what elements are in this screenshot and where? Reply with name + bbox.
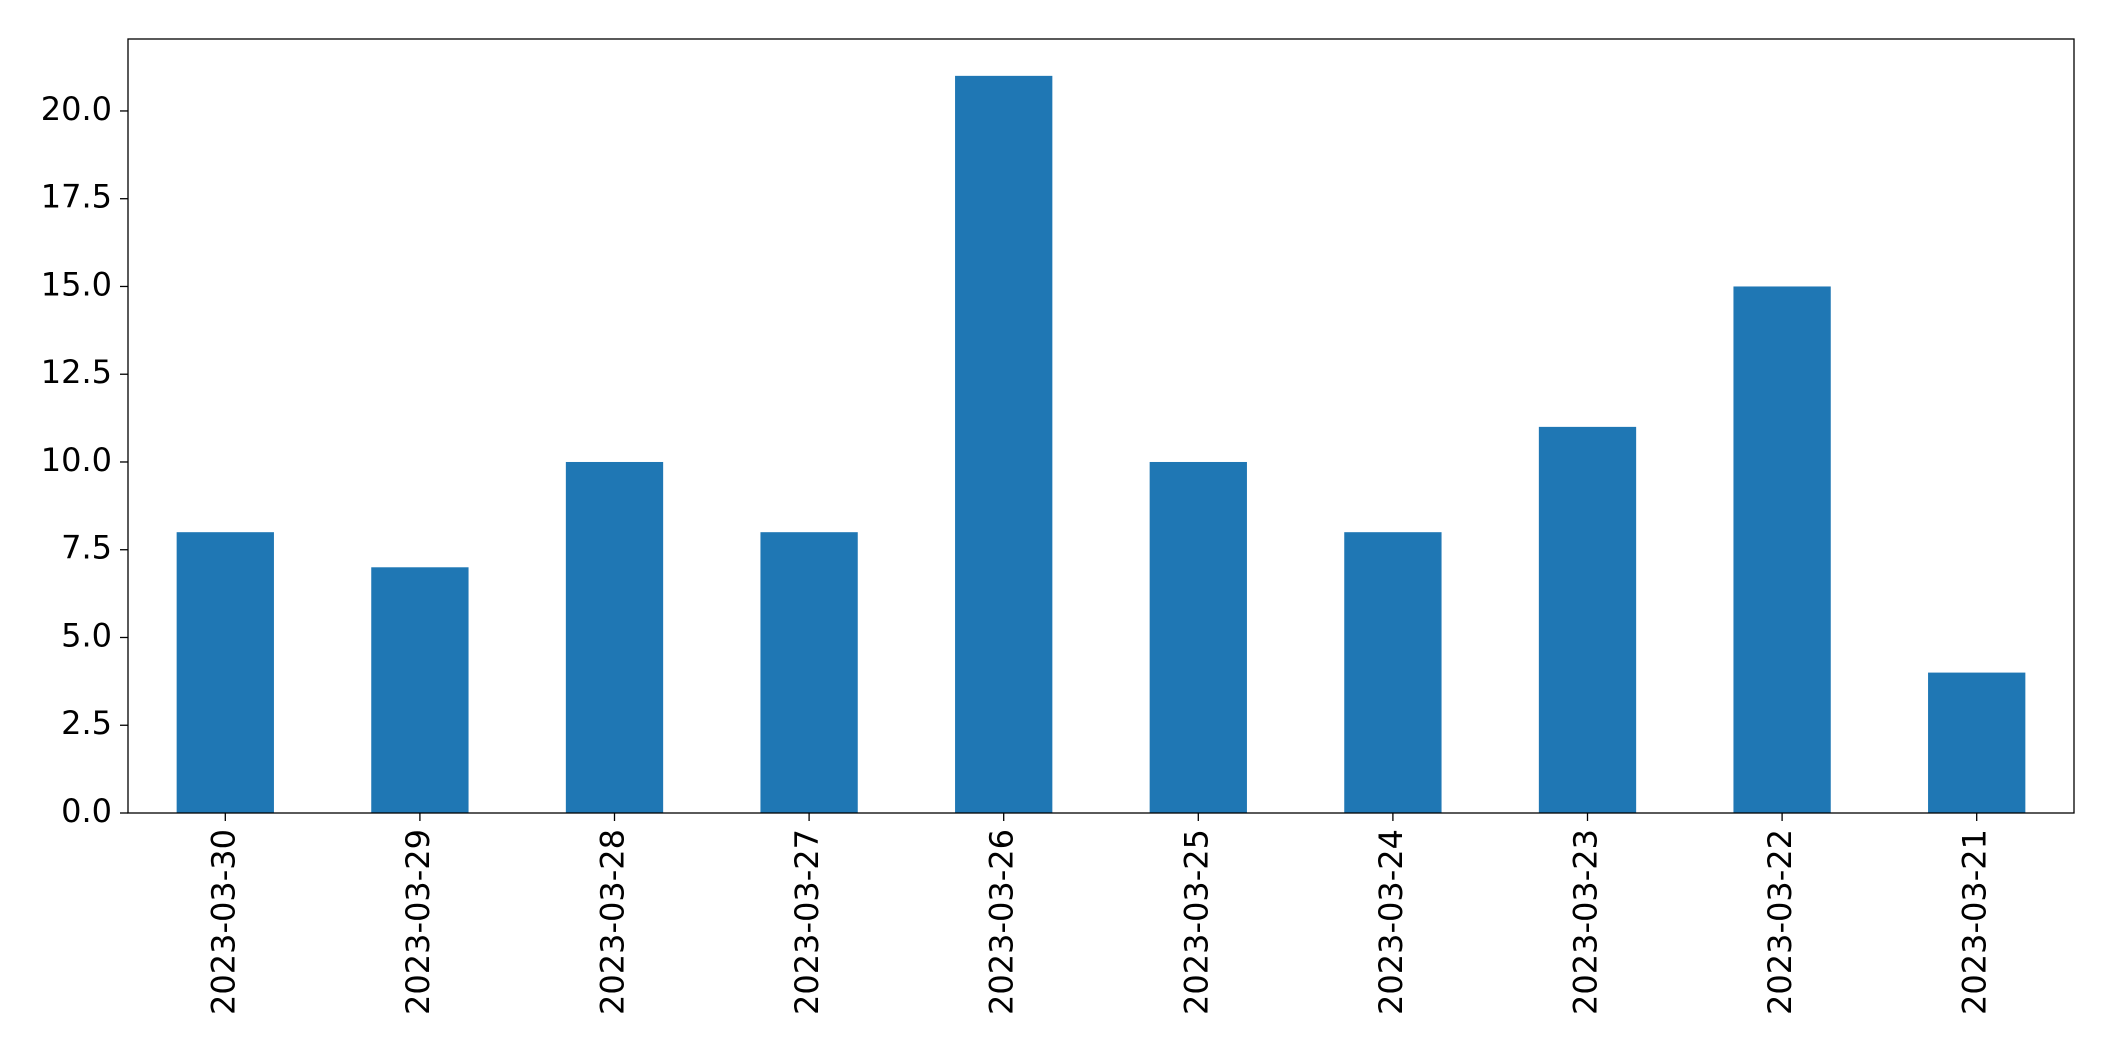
y-tick-label: 0.0 <box>61 792 112 830</box>
bar <box>1928 672 2026 813</box>
y-tick-label: 10.0 <box>41 441 112 479</box>
x-tick-label: 2023-03-25 <box>1177 829 1215 1015</box>
y-tick-label: 17.5 <box>41 178 112 216</box>
y-tick-label: 15.0 <box>41 265 112 303</box>
y-tick-label: 7.5 <box>61 529 112 567</box>
x-tick-label: 2023-03-21 <box>1956 829 1994 1015</box>
bar <box>565 461 664 813</box>
bar <box>1344 532 1442 813</box>
bar <box>760 532 858 813</box>
bar <box>371 567 469 813</box>
y-tick-label: 5.0 <box>61 616 112 654</box>
x-tick-label: 2023-03-24 <box>1372 829 1410 1015</box>
y-tick-label: 2.5 <box>61 704 112 742</box>
bar <box>1538 426 1637 813</box>
bar <box>1733 286 1831 814</box>
x-tick-label: 2023-03-30 <box>204 829 242 1015</box>
plot-frame <box>127 38 2075 814</box>
bar <box>1149 461 1247 813</box>
x-tick-label: 2023-03-26 <box>983 829 1021 1015</box>
y-tick-label: 12.5 <box>41 353 112 391</box>
x-tick-label: 2023-03-27 <box>788 829 826 1015</box>
bar <box>955 75 1053 814</box>
x-tick-label: 2023-03-23 <box>1567 829 1605 1015</box>
x-tick-label: 2023-03-29 <box>399 829 437 1015</box>
y-tick-label: 20.0 <box>41 90 112 128</box>
bar <box>176 532 274 813</box>
x-tick-label: 2023-03-22 <box>1761 829 1799 1015</box>
x-tick-label: 2023-03-28 <box>594 829 632 1015</box>
